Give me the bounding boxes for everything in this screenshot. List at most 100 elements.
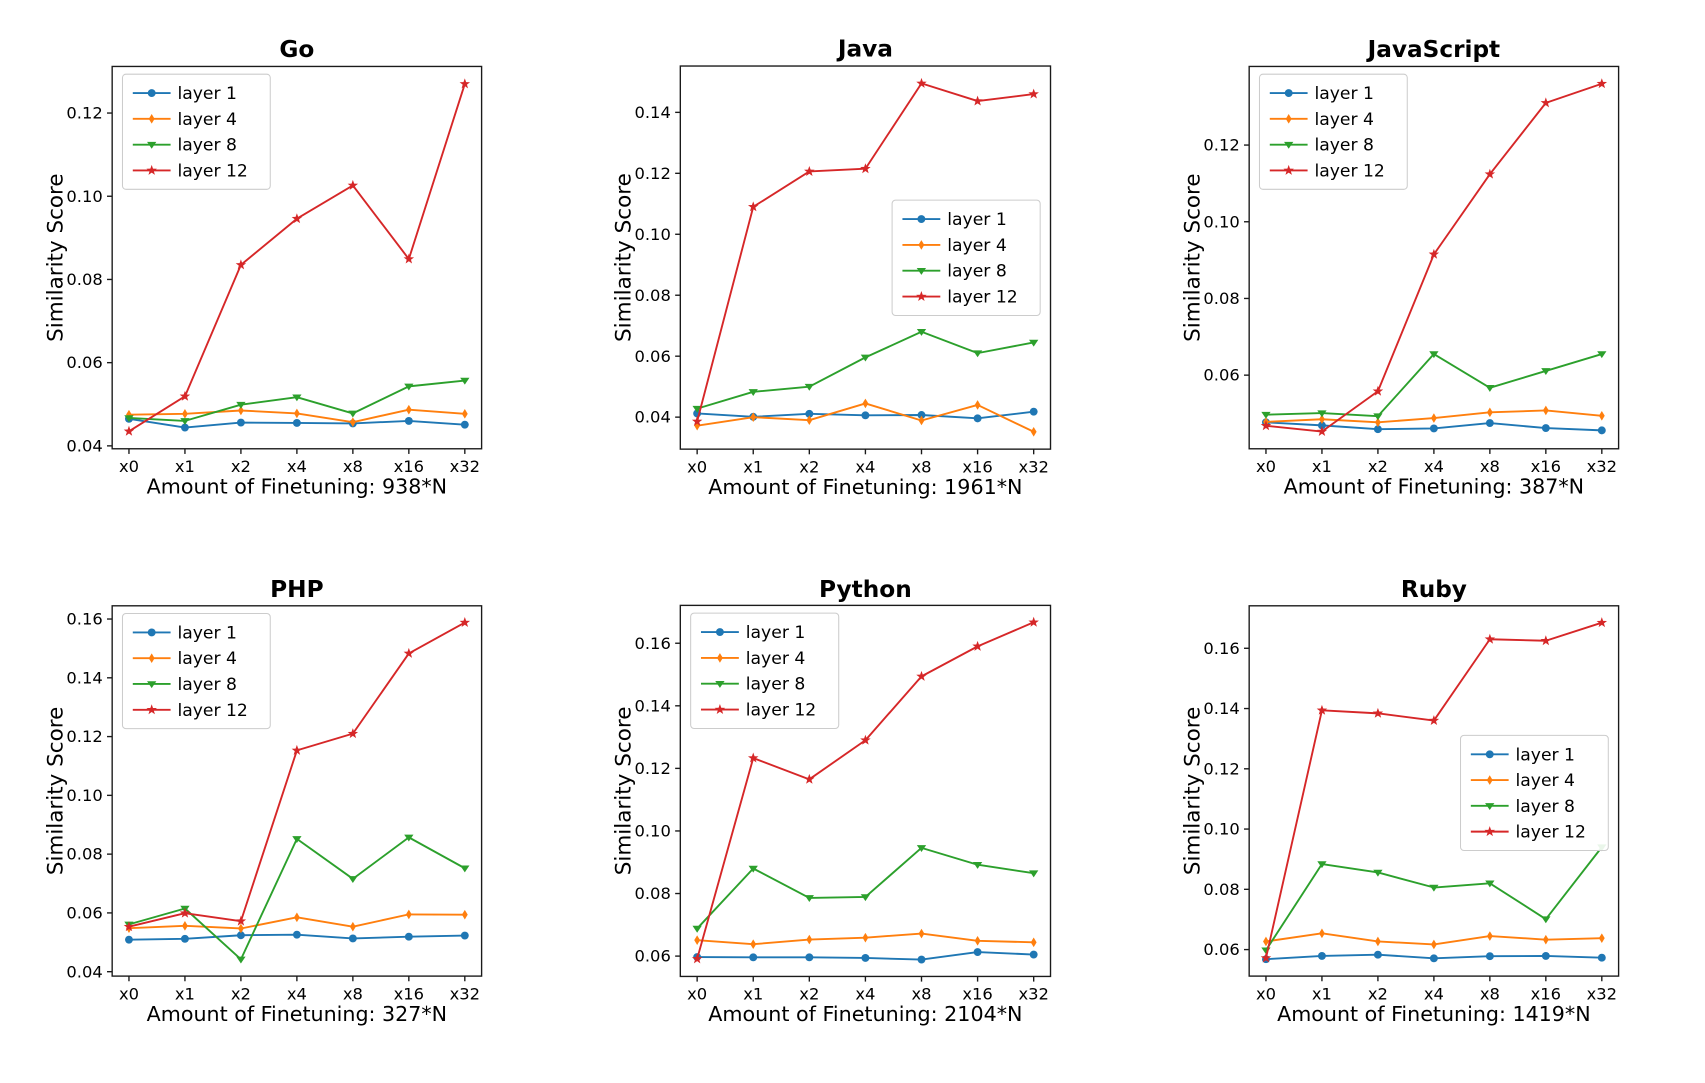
star-marker — [1316, 704, 1328, 715]
circle-marker — [292, 419, 301, 427]
diamond-marker — [349, 417, 356, 427]
y-tick-label: 0.14 — [1203, 699, 1239, 718]
y-axis-label: Similarity Score — [1180, 707, 1205, 875]
legend-label: layer 1 — [177, 84, 236, 104]
circle-marker — [236, 931, 245, 940]
triangle-down-marker — [1029, 339, 1039, 347]
triangle-down-marker — [292, 394, 302, 402]
x-tick-label: x0 — [687, 457, 707, 476]
series-layer-1 — [1262, 418, 1606, 435]
circle-marker — [917, 215, 926, 224]
chart-python: Python 0.06 0.08 0.10 0.12 0.14 0.16 x0 x1 x2 x4 x8… — [608, 576, 1097, 1046]
triangle-down-marker — [804, 895, 814, 903]
triangle-down-marker — [804, 383, 814, 391]
star-marker — [291, 744, 303, 755]
x-tick-label: x8 — [1480, 984, 1500, 1003]
star-marker — [916, 77, 927, 88]
circle-marker — [973, 948, 982, 956]
legend-box — [891, 199, 1041, 316]
circle-marker — [1373, 425, 1382, 434]
circle-marker — [460, 420, 469, 429]
diamond-marker — [1285, 114, 1292, 124]
star-marker — [1283, 164, 1294, 175]
circle-marker — [1485, 952, 1494, 961]
x-tick-label: x1 — [175, 457, 195, 476]
triangle-down-marker — [1597, 351, 1607, 359]
y-tick-label: 0.12 — [66, 727, 102, 746]
y-tick-label: 0.12 — [66, 104, 102, 123]
x-tick-label: x16 — [962, 457, 992, 476]
star-marker — [1316, 426, 1328, 436]
star-marker — [1540, 97, 1552, 108]
legend-label: layer 4 — [177, 110, 236, 130]
x-axis-label: Amount of Finetuning: 387*N — [1284, 474, 1584, 498]
y-tick-label: 0.06 — [634, 947, 670, 966]
triangle-down-marker — [972, 861, 983, 869]
series-layer-8 — [692, 329, 1039, 413]
legend-item-layer-1: layer 1 — [902, 210, 1007, 230]
star-marker — [179, 390, 191, 401]
triangle-down-marker — [916, 845, 927, 852]
circle-marker — [1597, 953, 1606, 962]
y-tick-label: 0.14 — [66, 668, 102, 687]
triangle-down-marker — [1485, 385, 1495, 392]
diamond-marker — [1263, 936, 1269, 947]
chart-title: Go — [279, 36, 314, 63]
legend-label: layer 1 — [1314, 84, 1373, 104]
star-marker — [347, 179, 359, 190]
diamond-marker — [974, 400, 981, 410]
x-tick-label: x2 — [231, 457, 251, 476]
x-tick-label: x16 — [1531, 984, 1561, 1003]
circle-marker — [236, 418, 245, 427]
series-layer-8 — [1261, 351, 1607, 421]
chart-title: PHP — [270, 576, 323, 603]
diamond-marker — [293, 408, 300, 419]
triangle-down-marker — [292, 836, 302, 843]
triangle-down-marker — [124, 415, 134, 423]
star-marker — [1484, 168, 1496, 179]
legend-label: layer 4 — [947, 236, 1007, 256]
series-layer-12 — [691, 77, 1039, 426]
chart-javascript: JavaScript 0.06 0.08 0.10 0.12 x0 x1 x2 x4 x8 x16 x… — [1177, 36, 1665, 503]
subplot-java: Java 0.04 0.06 0.08 0.10 0.12 0.14 x0 x1 x2 x4 x8 x1… — [608, 16, 1097, 525]
x-tick-label: x32 — [1587, 457, 1617, 476]
diamond-marker — [405, 404, 412, 415]
x-tick-label: x0 — [1256, 457, 1276, 476]
circle-marker — [1029, 407, 1038, 416]
x-tick-label: x2 — [799, 985, 819, 1004]
circle-marker — [460, 931, 469, 940]
triangle-down-marker — [404, 383, 414, 391]
y-tick-label: 0.08 — [1203, 289, 1239, 308]
subplot-python: Python 0.06 0.08 0.10 0.12 0.14 0.16 x0 x1 x2 x4 x8… — [608, 557, 1097, 1067]
chart-title: Java — [836, 36, 893, 63]
circle-marker — [805, 953, 814, 962]
chart-java: Java 0.04 0.06 0.08 0.10 0.12 0.14 x0 x1 x2 x4 x8 x1… — [608, 36, 1097, 504]
legend-label: layer 1 — [1516, 745, 1575, 765]
triangle-down-marker — [715, 680, 725, 688]
diamond-marker — [148, 653, 155, 664]
diamond-marker — [750, 412, 757, 422]
chart-title: Ruby — [1401, 576, 1467, 603]
y-tick-label: 0.12 — [634, 759, 670, 778]
circle-marker — [1597, 426, 1606, 435]
subplot-go: Go 0.04 0.06 0.08 0.10 0.12 x0 x1 x2 x4 x8 x16 x32 Am… — [40, 16, 528, 525]
star-marker — [459, 78, 471, 89]
subplot-php: PHP 0.04 0.06 0.08 0.10 0.12 0.14 0.16 x0 x1 x2 x4 x… — [40, 557, 528, 1067]
y-tick-label: 0.10 — [634, 822, 670, 841]
circle-marker — [1373, 950, 1382, 959]
star-marker — [1484, 633, 1496, 644]
star-marker — [804, 773, 815, 784]
circle-marker — [147, 628, 156, 637]
legend-item-layer-8: layer 8 — [1269, 136, 1374, 156]
series-layer-4 — [126, 909, 468, 934]
star-marker — [747, 201, 759, 212]
y-tick-label: 0.10 — [66, 786, 102, 805]
circle-marker — [1485, 419, 1494, 428]
circle-marker — [1284, 89, 1293, 98]
diamond-marker — [806, 415, 813, 426]
star-marker — [916, 670, 927, 681]
star-marker — [179, 907, 191, 918]
star-marker — [347, 728, 359, 739]
legend-label: layer 8 — [1516, 797, 1575, 817]
